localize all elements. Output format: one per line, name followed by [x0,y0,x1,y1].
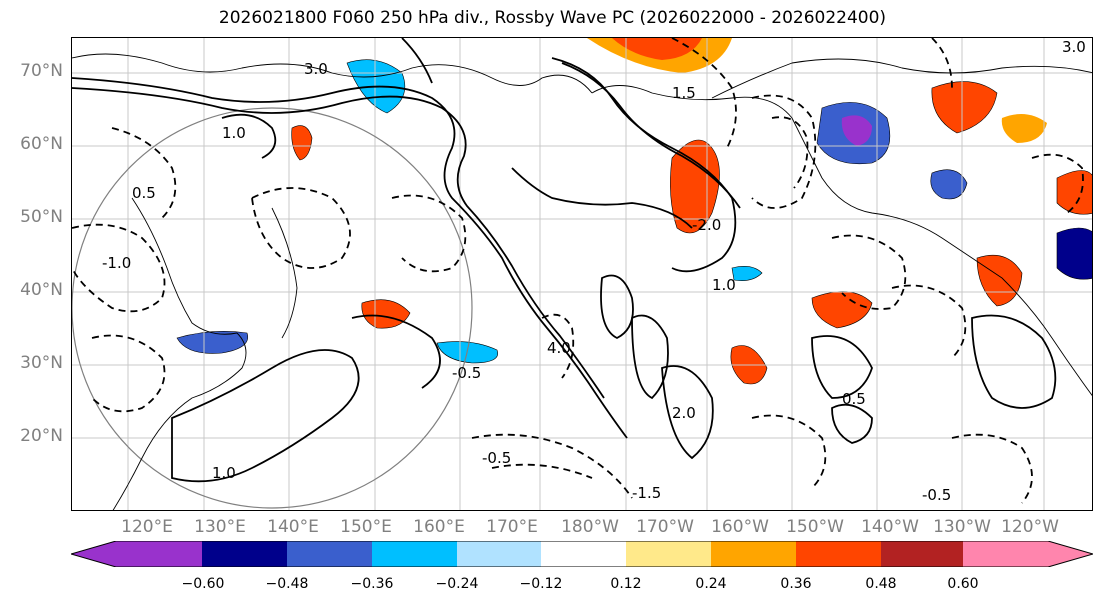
contour-label: 1.0 [212,464,236,482]
contour-label: -1.5 [632,484,661,502]
rossby-circle [72,107,473,509]
contour-label: 3.0 [304,60,328,78]
colorbar-segment-6 [541,541,626,567]
contour-label: 2.0 [672,404,696,422]
contour-label: 1.0 [712,276,736,294]
contour-label: 3.0 [1062,38,1086,56]
map-panel: 1.0 3.0 3.0 0.5 0.5 2.0 4.0 1.0 1.0 1.5 … [71,37,1093,511]
shade-orange-ne [931,81,998,134]
colorbar-segment-10 [881,541,963,567]
colorbar [71,541,1093,567]
shade-blue-japan [176,331,249,354]
lon-label-180w: 180°W [561,517,619,537]
colorbar-tick-label: −0.48 [265,576,309,592]
shade-red-north [612,38,702,60]
lat-label-70n: 70°N [20,61,63,81]
colorbar-segment-3 [287,541,372,567]
shade-red-mid [811,291,873,329]
lon-label-140e: 140°E [267,517,319,537]
contour-label: -2.0 [692,216,721,234]
colorbar-high-extend [1048,541,1093,567]
colorbar-tick-label: 0.36 [780,576,812,592]
lon-label-130e: 130°E [194,517,246,537]
shade-purple-gulf [841,115,872,146]
colorbar-segment-5 [457,541,541,567]
coastlines [72,53,1092,510]
lat-label-60n: 60°N [20,134,63,154]
contour-label: -0.5 [482,449,511,467]
lon-label-120w: 120°W [1001,517,1059,537]
contour-label: 4.0 [547,339,571,357]
lon-label-160w: 160°W [711,517,769,537]
lon-label-170w: 170°W [636,517,694,537]
contour-label: -1.0 [102,254,131,272]
contour-label: 1.5 [672,84,696,102]
map-title: 2026021800 F060 250 hPa div., Rossby Wav… [218,8,887,28]
negative-contours [72,38,1084,504]
colorbar-segment-8 [711,541,796,567]
contour-label: -0.5 [452,364,481,382]
colorbar-segment-1 [116,541,202,567]
lat-label-20n: 20°N [20,426,63,446]
colorbar-tick-label: 0.24 [695,576,727,592]
colorbar-tick-label: −0.24 [435,576,479,592]
colorbar-segment-2 [202,541,287,567]
colorbar-low-extend [71,541,116,567]
lat-label-30n: 30°N [20,353,63,373]
shaded-regions [176,38,1092,385]
shade-blue-ak2 [731,266,763,281]
contour-label: -0.5 [922,486,951,504]
contour-label: 1.0 [222,124,246,142]
shade-orange-east2 [976,254,1023,307]
shade-orange-kam [291,125,313,161]
lon-label-130w: 130°W [933,517,991,537]
colorbar-tick-label: −0.60 [181,576,225,592]
lon-label-160e: 160°E [413,517,465,537]
contour-label: 0.5 [132,184,156,202]
positive-contours [72,38,1057,483]
colorbar-tick-label: 0.48 [865,576,897,592]
colorbar-segment-7 [626,541,711,567]
colorbar-tick-label: 0.60 [947,576,979,592]
colorbar-segment-9 [796,541,881,567]
colorbar-tick-label: 0.12 [610,576,642,592]
contour-label: 0.5 [842,390,866,408]
shade-orange-east [1056,170,1092,215]
colorbar-tick-label: −0.36 [350,576,394,592]
lon-label-140w: 140°W [861,517,919,537]
lon-label-150w: 150°W [786,517,844,537]
lon-label-170e: 170°E [486,517,538,537]
colorbar-segment-4 [372,541,457,567]
lon-label-150e: 150°E [340,517,392,537]
colorbar-tick-label: −0.12 [519,576,563,592]
shade-orange-pac2 [361,299,411,329]
colorbar-segment-11 [963,541,1048,567]
contour-label-group: 1.0 3.0 3.0 0.5 0.5 2.0 4.0 1.0 1.0 1.5 … [102,38,1086,504]
map-plot: 1.0 3.0 3.0 0.5 0.5 2.0 4.0 1.0 1.0 1.5 … [72,38,1092,510]
shade-blue-canada [930,169,968,200]
shade-blue-east [1056,227,1092,280]
lat-label-50n: 50°N [20,207,63,227]
lon-label-120e: 120°E [121,517,173,537]
graticule [72,38,1092,510]
shade-orange-ne2 [1001,114,1047,143]
lat-label-40n: 40°N [20,280,63,300]
